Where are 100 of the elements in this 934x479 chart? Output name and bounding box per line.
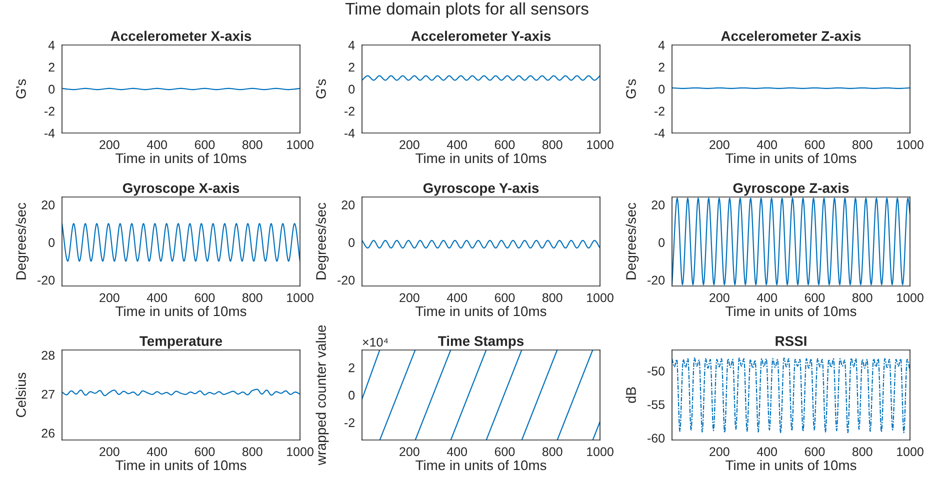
y-tick-label: 27 [42,390,54,399]
x-tick-label: 200 [100,447,120,456]
y-tick-label: -20 [338,276,355,285]
y-tick-label: -4 [654,128,665,138]
y-tick-label: -2 [344,418,354,427]
x-tick-label: 400 [146,447,167,456]
x-tick-label: 1000 [897,447,924,456]
chart-title: Temperature [140,336,222,349]
x-axis-title: Time in units of 10ms [116,306,246,316]
x-tick-label: 1000 [287,447,314,456]
chart-title: Accelerometer Z-axis [721,30,861,41]
x-axis-title: Time in units of 10ms [726,152,856,164]
x-tick-label: 1000 [587,293,614,302]
x-tick-label: 400 [756,447,777,456]
chart-title: Accelerometer Y-axis [411,30,551,41]
y-tick-label: 20 [42,200,55,210]
y-tick-label: 2 [348,363,354,372]
x-tick-label: 1000 [287,293,314,302]
x-tick-label: 600 [194,293,215,302]
y-tick-label: -4 [344,128,355,138]
y-tick-label: -2 [344,106,354,116]
x-tick-label: 200 [400,447,420,456]
x-tick-label: 600 [804,140,825,150]
y-tick-label: 0 [348,84,355,94]
x-tick-label: 600 [194,447,215,456]
x-tick-label: 600 [194,140,215,150]
y-tick-label: -50 [648,366,665,376]
x-tick-label: 200 [100,140,120,150]
chart-title: Gyroscope Y-axis [423,182,539,196]
x-tick-label: 400 [446,447,467,456]
y-tick-label: 26 [42,428,55,438]
y-axis-title: Celsius [16,372,26,418]
y-tick-label: -60 [648,434,665,443]
y-tick-label: -2 [44,106,54,116]
x-axis-title: Time in units of 10ms [726,306,856,316]
x-tick-label: 200 [710,140,730,150]
y-tick-label: 0 [48,238,55,247]
chart-title: RSSI [776,336,806,346]
x-tick-label: 400 [756,140,777,150]
y-tick-label: 2 [658,62,664,72]
x-axis-title: Time in units of 10ms [416,460,546,470]
x-tick-label: 800 [242,447,262,456]
y-axis-title: dB [626,387,636,403]
chart-title: Gyroscope X-axis [122,182,240,196]
y-tick-label: 2 [348,62,354,72]
x-tick-label: 800 [242,293,262,302]
chart-title: Time Stamps [438,336,524,349]
y-tick-label: 0 [348,390,355,400]
x-tick-label: 200 [400,293,420,302]
x-tick-label: 800 [852,293,872,302]
x-tick-label: 600 [804,447,825,456]
x-tick-label: 600 [494,447,515,456]
y-tick-label: 0 [348,238,355,247]
x-tick-label: 200 [710,447,730,456]
chart-title: Accelerometer X-axis [110,30,252,41]
x-tick-label: 400 [146,293,167,302]
x-tick-label: 400 [146,140,167,150]
y-tick-label: -20 [38,276,55,285]
x-tick-label: 800 [542,293,562,302]
x-tick-label: 1000 [897,293,924,302]
y-tick-label: 4 [658,40,665,50]
y-tick-label: 2 [48,62,54,72]
x-tick-label: 400 [446,293,467,302]
y-tick-label: 0 [658,84,665,94]
x-axis-title: Time in units of 10ms [416,306,546,316]
y-tick-label: 0 [658,238,665,247]
x-tick-label: 1000 [287,140,314,150]
y-axis-title: Degrees/sec [316,202,329,280]
y-axis-title: G's [316,79,326,98]
x-tick-label: 1000 [587,140,614,150]
x-tick-label: 800 [542,140,562,150]
x-tick-label: 600 [494,293,515,302]
y-tick-label: -20 [648,276,665,285]
x-tick-label: 400 [756,293,777,302]
text: ×10⁴ [362,338,388,347]
y-axis-title: G's [626,79,636,98]
y-tick-label: 20 [652,200,665,210]
y-tick-label: -55 [648,400,665,410]
y-axis-title: wrapped counter value [316,325,329,466]
x-tick-label: 800 [852,447,872,456]
x-tick-label: 200 [100,293,120,302]
x-tick-label: 200 [400,140,420,150]
x-tick-label: 800 [852,140,872,150]
y-tick-label: 4 [48,40,55,50]
y-tick-label: 20 [342,200,355,210]
y-tick-label: 4 [348,40,355,50]
y-tick-label: 28 [42,350,55,360]
y-axis-title: Degrees/sec [626,202,639,280]
chart-title: Gyroscope Z-axis [733,182,849,196]
x-tick-label: 200 [710,293,730,302]
y-axis-title: Degrees/sec [16,202,29,280]
y-tick-label: 0 [48,84,55,94]
x-axis-title: Time in units of 10ms [116,152,246,164]
text: Time domain plots for all sensors [345,2,588,18]
x-tick-label: 1000 [897,140,924,150]
y-tick-label: -4 [44,128,55,138]
x-axis-title: Time in units of 10ms [726,460,856,470]
y-tick-label: -2 [654,106,664,116]
x-tick-label: 1000 [587,447,614,456]
x-tick-label: 400 [446,140,467,150]
